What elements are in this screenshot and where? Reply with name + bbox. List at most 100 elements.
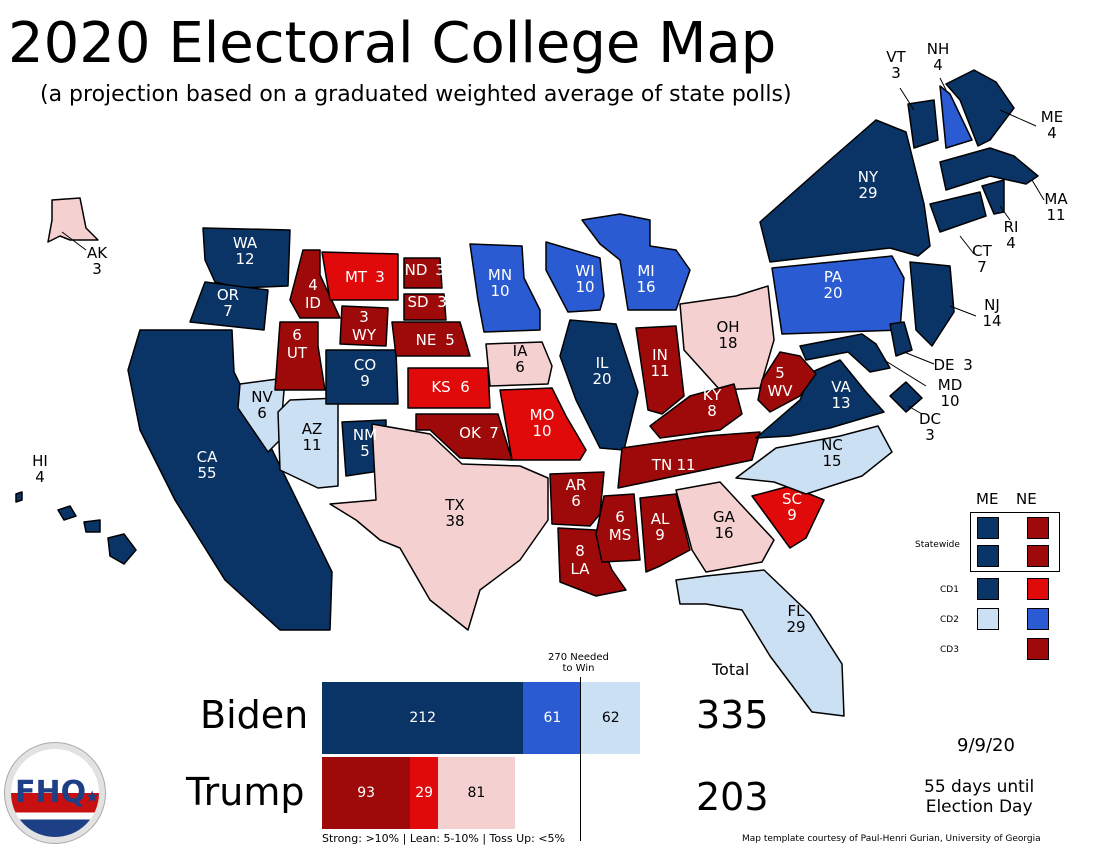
state-abbr-NC: NC [821,436,843,454]
state-HI-4[interactable] [107,533,137,565]
state-WY[interactable] [339,305,389,347]
state-abbr-MN: MN [488,266,512,284]
needed-label-line2: to Win [562,663,595,674]
legend-row-statewide: Statewide [915,540,960,550]
state-ev-RI: 4 [1006,234,1016,252]
state-ev-AZ: 11 [302,436,321,454]
state-abbr-AK: AK [87,244,108,262]
state-abbr-HI: HI [32,452,48,470]
date-label: 9/9/20 [957,735,1015,756]
state-ND[interactable] [403,257,443,289]
state-abbr-NH: NH [927,40,950,58]
countdown: 55 days until Election Day [924,777,1034,817]
legend-me-header: ME [976,490,999,508]
state-PA[interactable] [771,255,905,335]
state-ev-WI: 10 [575,278,594,296]
state-MT[interactable] [321,251,399,301]
legend-row-cd2: CD2 [940,615,959,625]
state-ev-NY: 29 [858,184,877,202]
state-ev-VA: 13 [831,394,850,412]
state-WI[interactable] [545,241,605,313]
trump-lean-bar: 29 [410,757,438,829]
state-SD[interactable] [403,293,447,321]
state-OK[interactable] [415,413,513,461]
state-ev-ND: 3 [435,261,445,279]
state-IN[interactable] [635,325,685,415]
state-ev-SC: 9 [787,506,797,524]
state-ev-WV: 5 [775,364,785,382]
state-TX[interactable] [329,423,549,631]
state-abbr-MD: MD [938,376,963,394]
state-TN[interactable] [617,431,761,489]
state-AR[interactable] [549,471,605,527]
state-MN[interactable] [469,243,541,333]
state-abbr-NJ: NJ [984,296,1000,314]
state-SC[interactable] [751,485,825,549]
state-abbr-SD: SD [407,293,428,311]
state-ev-NH: 4 [933,56,943,74]
state-WV[interactable] [757,351,817,413]
state-KS[interactable] [407,367,491,409]
state-OR[interactable] [189,281,269,331]
state-ev-IN: 11 [650,362,669,380]
state-ID[interactable] [289,249,341,319]
state-NY[interactable] [759,119,931,263]
state-NE[interactable] [391,321,471,357]
state-abbr-UT: UT [287,344,308,362]
state-ev-MI: 16 [636,278,655,296]
state-UT[interactable] [274,321,326,391]
state-MI[interactable] [581,213,691,311]
state-IL[interactable] [559,319,639,451]
legend-ne-cd2 [1027,608,1049,630]
state-abbr-WI: WI [575,262,594,280]
state-ev-TN: 11 [676,456,695,474]
state-OH[interactable] [679,285,775,391]
state-HI-1[interactable] [15,491,23,503]
state-DC[interactable] [889,381,923,413]
page-subtitle: (a projection based on a graduated weigh… [40,82,792,107]
state-FL[interactable] [675,569,845,717]
state-ev-IA: 6 [515,358,525,376]
state-HI-2[interactable] [57,505,77,521]
state-abbr-MS: MS [609,526,631,544]
state-ME[interactable] [945,69,1015,147]
state-KY[interactable] [649,383,743,439]
state-DE[interactable] [889,321,913,357]
state-ev-NC: 15 [822,452,841,470]
state-AL[interactable] [639,493,691,573]
state-HI-3[interactable] [83,519,101,533]
legend-me-cd1 [977,578,999,600]
state-MO[interactable] [499,387,587,461]
state-ev-KS: 6 [460,378,470,396]
state-AK[interactable] [47,197,99,243]
state-GA[interactable] [675,481,775,573]
state-ev-ID: 4 [308,276,318,294]
state-CT[interactable] [929,191,987,233]
state-ev-WY: 3 [359,308,369,326]
state-VT[interactable] [907,99,939,149]
state-NH[interactable] [939,85,973,149]
state-IA[interactable] [485,341,553,387]
state-CA[interactable] [127,329,333,631]
category-key: Strong: >10% | Lean: 5-10% | Toss Up: <5… [322,832,566,845]
state-RI[interactable] [981,179,1005,215]
trump-name: Trump [186,770,305,814]
state-CO[interactable] [325,349,399,405]
state-NC[interactable] [735,425,893,495]
legend-me-cd2 [977,608,999,630]
state-MD[interactable] [799,333,891,373]
state-ev-OK: 7 [489,424,499,442]
state-abbr-MT: MT [345,268,368,286]
state-abbr-ME: ME [1041,108,1063,126]
biden-tossup-bar: 62 [581,682,641,754]
state-abbr-NM: NM [353,426,377,444]
state-ev-DC: 3 [925,426,935,444]
state-ev-NV: 6 [257,404,267,422]
state-abbr-TN: TN [651,456,672,474]
state-ev-MD: 10 [940,392,959,410]
state-LA[interactable] [557,527,627,597]
state-MS[interactable] [595,493,641,563]
state-ev-VT: 3 [891,64,901,82]
state-NJ[interactable] [909,261,955,347]
state-abbr-WV: WV [767,382,793,400]
